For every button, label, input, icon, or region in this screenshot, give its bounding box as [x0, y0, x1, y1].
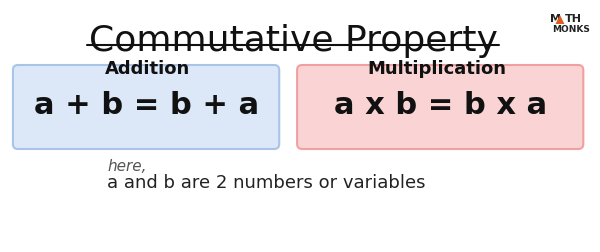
- Text: Multiplication: Multiplication: [368, 60, 507, 78]
- Text: here,: here,: [107, 159, 147, 174]
- Polygon shape: [556, 15, 565, 24]
- Text: a + b = b + a: a + b = b + a: [34, 91, 259, 120]
- Text: Addition: Addition: [104, 60, 190, 78]
- Text: M: M: [550, 14, 560, 24]
- FancyBboxPatch shape: [297, 65, 583, 149]
- Text: TH: TH: [565, 14, 582, 24]
- Text: Commutative Property: Commutative Property: [89, 24, 497, 58]
- Text: MONKS: MONKS: [553, 25, 590, 35]
- FancyBboxPatch shape: [13, 65, 279, 149]
- Text: a x b = b x a: a x b = b x a: [334, 91, 547, 120]
- Text: a and b are 2 numbers or variables: a and b are 2 numbers or variables: [107, 174, 426, 192]
